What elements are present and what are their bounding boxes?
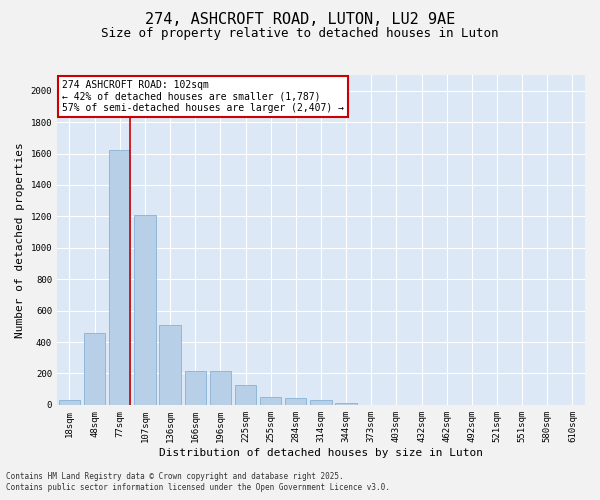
Bar [134, 215, 155, 405]
Bar [235, 385, 256, 405]
Text: 274, ASHCROFT ROAD, LUTON, LU2 9AE: 274, ASHCROFT ROAD, LUTON, LU2 9AE [145, 12, 455, 28]
Bar [260, 398, 281, 405]
X-axis label: Distribution of detached houses by size in Luton: Distribution of detached houses by size … [159, 448, 483, 458]
Bar [84, 332, 106, 405]
Bar [209, 371, 231, 405]
Y-axis label: Number of detached properties: Number of detached properties [15, 142, 25, 338]
Text: Contains HM Land Registry data © Crown copyright and database right 2025.: Contains HM Land Registry data © Crown c… [6, 472, 344, 481]
Bar [335, 403, 357, 405]
Bar [310, 400, 332, 405]
Bar [285, 398, 307, 405]
Bar [160, 324, 181, 405]
Text: 274 ASHCROFT ROAD: 102sqm
← 42% of detached houses are smaller (1,787)
57% of se: 274 ASHCROFT ROAD: 102sqm ← 42% of detac… [62, 80, 344, 113]
Bar [109, 150, 130, 405]
Bar [59, 400, 80, 405]
Bar [185, 371, 206, 405]
Text: Size of property relative to detached houses in Luton: Size of property relative to detached ho… [101, 28, 499, 40]
Text: Contains public sector information licensed under the Open Government Licence v3: Contains public sector information licen… [6, 484, 390, 492]
